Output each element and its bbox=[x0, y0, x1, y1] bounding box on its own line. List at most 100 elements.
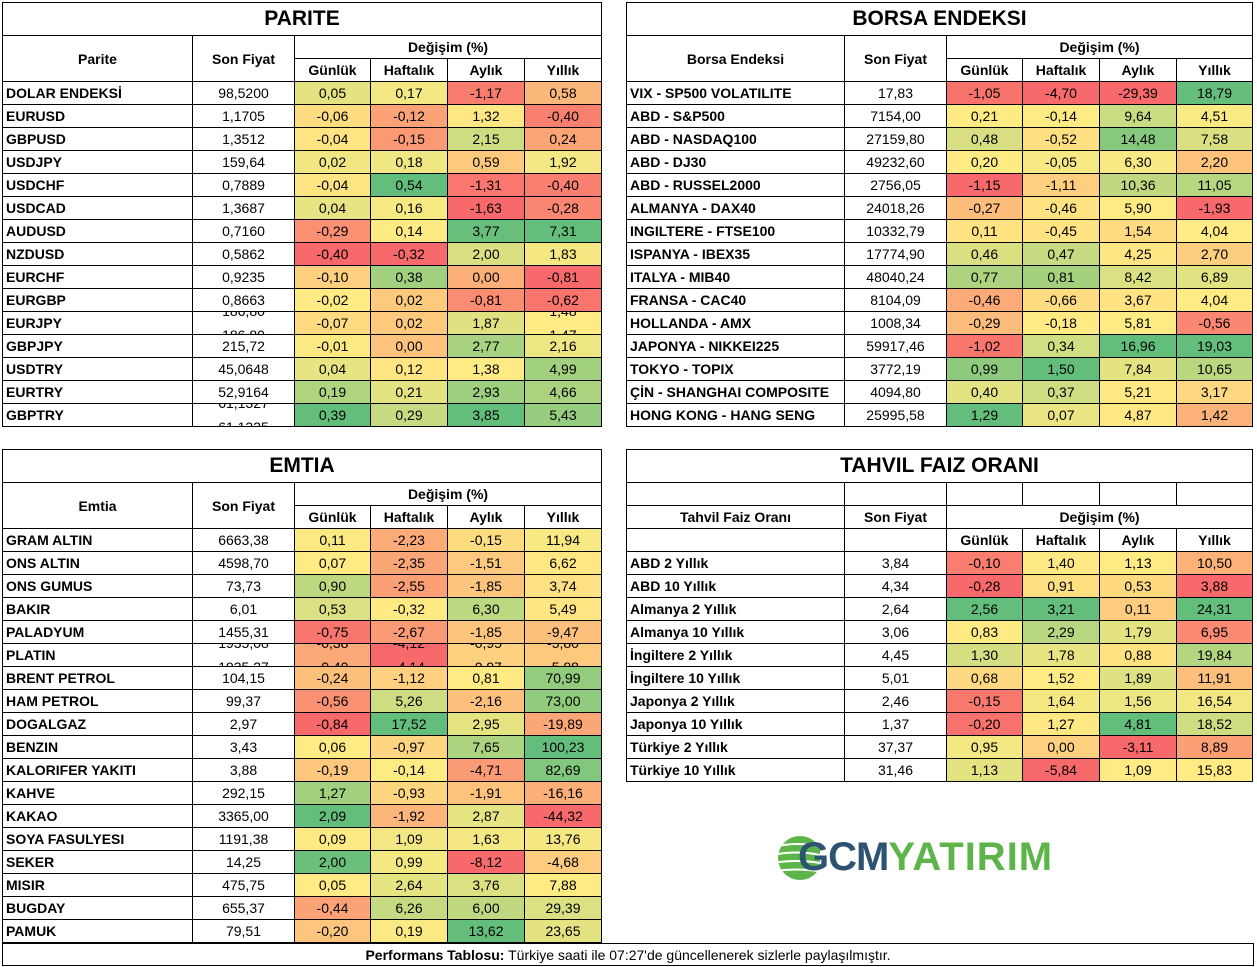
emtia-last-price: 292,15 bbox=[192, 781, 295, 805]
tahvil-blank-cell bbox=[626, 482, 845, 506]
emtia-change-yearly: 5,49 bbox=[524, 597, 602, 621]
emtia-change-monthly: -1,85 bbox=[447, 574, 525, 598]
emtia-change-yearly: -19,89 bbox=[524, 712, 602, 736]
borsa-change-yearly: 2,20 bbox=[1176, 150, 1253, 174]
borsa-row-name: ABD - DJ30 bbox=[626, 150, 845, 174]
emtia-price-header: Son Fiyat bbox=[192, 482, 295, 529]
value-line: -5,88 bbox=[547, 659, 579, 667]
tahvil-last-price: 4,34 bbox=[844, 574, 947, 598]
emtia-change-yearly: 82,69 bbox=[524, 758, 602, 782]
emtia-change-daily: 0,53 bbox=[294, 597, 371, 621]
borsa-change-weekly: 0,37 bbox=[1022, 380, 1100, 404]
parite-row-name: USDCHF bbox=[2, 173, 193, 197]
borsa-change-monthly: 10,36 bbox=[1099, 173, 1177, 197]
parite-change-monthly: -0,81 bbox=[447, 288, 525, 312]
borsa-change-weekly: -0,14 bbox=[1022, 104, 1100, 128]
borsa-change-monthly: 6,30 bbox=[1099, 150, 1177, 174]
parite-change-monthly: 3,85 bbox=[447, 403, 525, 427]
tahvil-row-name: Japonya 2 Yıllık bbox=[626, 689, 845, 713]
borsa-change-daily: -1,15 bbox=[946, 173, 1023, 197]
borsa-change-yearly: 10,65 bbox=[1176, 357, 1253, 381]
tahvil-change-daily: -0,28 bbox=[946, 574, 1023, 598]
parite-change-weekly: 0,18 bbox=[370, 150, 448, 174]
value-line: -5,80 bbox=[547, 643, 579, 651]
parite-change-daily: -0,01 bbox=[294, 334, 371, 358]
parite-change-monthly: 0,59 bbox=[447, 150, 525, 174]
tahvil-change-monthly: 1,79 bbox=[1099, 620, 1177, 644]
tahvil-change-daily: 1,30 bbox=[946, 643, 1023, 667]
borsa-change-daily: 0,46 bbox=[946, 242, 1023, 266]
emtia-change-yearly: -9,47 bbox=[524, 620, 602, 644]
parite-change-monthly: -1,17 bbox=[447, 81, 525, 105]
borsa-change-monthly: 4,87 bbox=[1099, 403, 1177, 427]
borsa-change-daily: -0,46 bbox=[946, 288, 1023, 312]
borsa-change-yearly: 1,42 bbox=[1176, 403, 1253, 427]
tahvil-change-yearly: 16,54 bbox=[1176, 689, 1253, 713]
emtia-name-header: Emtia bbox=[2, 482, 193, 529]
parite-change-yearly: 5,43 bbox=[524, 403, 602, 427]
parite-change-daily: -0,40 bbox=[294, 242, 371, 266]
emtia-change-daily: 2,00 bbox=[294, 850, 371, 874]
tahvil-period-header: Haftalık bbox=[1022, 528, 1100, 552]
parite-last-price: 0,7160 bbox=[192, 219, 295, 243]
borsa-change-yearly: 11,05 bbox=[1176, 173, 1253, 197]
tahvil-change-header: Değişim (%) bbox=[946, 505, 1253, 529]
borsa-change-weekly: -0,52 bbox=[1022, 127, 1100, 151]
emtia-change-weekly: -0,97 bbox=[370, 735, 448, 759]
parite-change-yearly: -0,28 bbox=[524, 196, 602, 220]
parite-row-name: EURGBP bbox=[2, 288, 193, 312]
parite-change-weekly: -0,12 bbox=[370, 104, 448, 128]
tahvil-change-daily: 0,83 bbox=[946, 620, 1023, 644]
overlapping-value: -4,12 -4,14 bbox=[371, 644, 447, 666]
parite-last-price: 159,64 bbox=[192, 150, 295, 174]
emtia-last-price: 1191,38 bbox=[192, 827, 295, 851]
value-line: 186,80 bbox=[222, 311, 265, 319]
parite-change-monthly: 3,77 bbox=[447, 219, 525, 243]
parite-change-daily: -0,06 bbox=[294, 104, 371, 128]
parite-period-header: Günlük bbox=[294, 58, 371, 82]
emtia-change-monthly: 7,65 bbox=[447, 735, 525, 759]
borsa-row-name: ÇİN - SHANGHAI COMPOSITE bbox=[626, 380, 845, 404]
emtia-change-yearly: -16,16 bbox=[524, 781, 602, 805]
tahvil-change-yearly: 19,84 bbox=[1176, 643, 1253, 667]
tahvil-change-monthly: 0,53 bbox=[1099, 574, 1177, 598]
emtia-last-price: 1935,08 1935,27 bbox=[192, 643, 295, 667]
emtia-row-name: GRAM ALTIN bbox=[2, 528, 193, 552]
emtia-change-weekly: -1,12 bbox=[370, 666, 448, 690]
emtia-change-daily: -0,44 bbox=[294, 896, 371, 920]
parite-change-weekly: 0,02 bbox=[370, 311, 448, 335]
borsa-row-name: HOLLANDA - AMX bbox=[626, 311, 845, 335]
emtia-last-price: 3365,00 bbox=[192, 804, 295, 828]
parite-price-header: Son Fiyat bbox=[192, 35, 295, 82]
tahvil-change-yearly: 3,88 bbox=[1176, 574, 1253, 598]
borsa-change-yearly: 4,51 bbox=[1176, 104, 1253, 128]
emtia-row-name: PLATIN bbox=[2, 643, 193, 667]
tahvil-change-monthly: 4,81 bbox=[1099, 712, 1177, 736]
borsa-change-monthly: 9,64 bbox=[1099, 104, 1177, 128]
parite-change-yearly: -0,40 bbox=[524, 173, 602, 197]
tahvil-change-daily: -0,15 bbox=[946, 689, 1023, 713]
borsa-change-daily: 0,21 bbox=[946, 104, 1023, 128]
borsa-last-price: 17774,90 bbox=[844, 242, 947, 266]
footer-text: Türkiye saati ile 07:27'de güncellenerek… bbox=[504, 946, 891, 963]
parite-last-price: 61,1327 61,1335 bbox=[192, 403, 295, 427]
borsa-change-daily: -1,05 bbox=[946, 81, 1023, 105]
emtia-last-price: 79,51 bbox=[192, 919, 295, 943]
emtia-change-yearly: -4,68 bbox=[524, 850, 602, 874]
parite-change-daily: -0,10 bbox=[294, 265, 371, 289]
parite-row-name: EURCHF bbox=[2, 265, 193, 289]
borsa-change-weekly: -1,11 bbox=[1022, 173, 1100, 197]
borsa-change-daily: 0,48 bbox=[946, 127, 1023, 151]
emtia-title: EMTIA bbox=[2, 449, 602, 483]
parite-change-daily: -0,29 bbox=[294, 219, 371, 243]
emtia-change-weekly: -2,35 bbox=[370, 551, 448, 575]
borsa-name-header: Borsa Endeksi bbox=[626, 35, 845, 82]
borsa-change-header: Değişim (%) bbox=[946, 35, 1253, 59]
emtia-change-yearly: 70,99 bbox=[524, 666, 602, 690]
parite-row-name: USDJPY bbox=[2, 150, 193, 174]
tahvil-last-price: 2,46 bbox=[844, 689, 947, 713]
tahvil-row-name: Türkiye 2 Yıllık bbox=[626, 735, 845, 759]
borsa-row-name: ISPANYA - IBEX35 bbox=[626, 242, 845, 266]
emtia-change-yearly: 23,65 bbox=[524, 919, 602, 943]
emtia-change-daily: -0,75 bbox=[294, 620, 371, 644]
